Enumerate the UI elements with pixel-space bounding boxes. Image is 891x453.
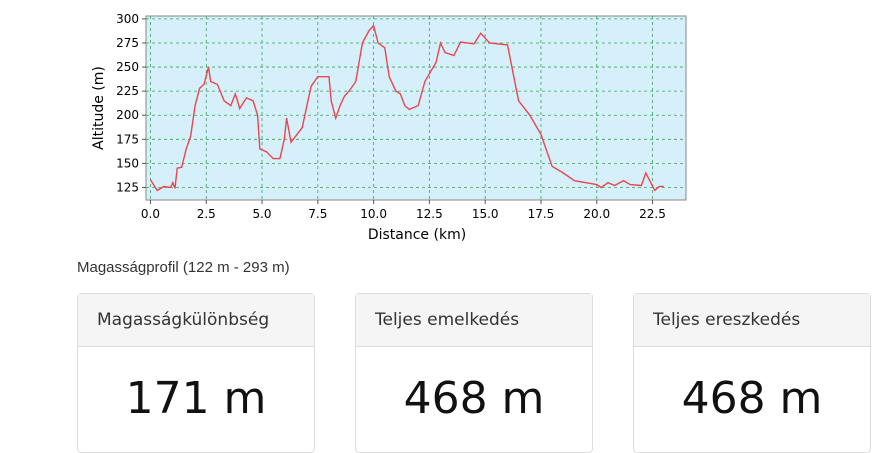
x-axis-label: Distance (km) [368,227,466,243]
x-tick-label: 0.0 [141,207,160,221]
x-tick-label: 20.0 [583,207,610,221]
card-value: 171 m [125,373,267,424]
card-title: Teljes ereszkedés [634,294,870,347]
card-title: Magasságkülönbség [78,294,314,347]
altitude-line [149,24,664,192]
plot-area [145,15,687,201]
y-tick-label: 250 [116,60,139,74]
y-tick-label: 275 [116,36,139,50]
y-tick-label: 200 [116,108,139,122]
x-tick-label: 2.5 [197,207,216,221]
y-axis-label: Altitude (m) [91,66,107,150]
y-tick-label: 150 [116,156,139,170]
x-tick-label: 5.0 [252,207,271,221]
chart: Distance (km) Altitude (m) 0.0 2.5 5.0 7.5 1… [91,12,687,243]
card: Magasságkülönbség 171 m [77,293,315,453]
card: Teljes emelkedés 468 m [355,293,593,453]
card-value: 468 m [403,373,545,424]
y-tick-label: 225 [116,84,139,98]
card-title: Teljes emelkedés [356,294,592,347]
card-value: 468 m [681,373,823,424]
y-tick-label: 300 [116,12,139,26]
y-tick-label: 175 [116,132,139,146]
x-tick-label: 17.5 [528,207,555,221]
card: Teljes ereszkedés 468 m [633,293,871,453]
profile-caption: Magasságprofil (122 m - 293 m) [77,259,290,276]
y-tick-label: 125 [116,180,139,194]
x-tick-label: 15.0 [472,207,499,221]
x-tick-label: 12.5 [416,207,443,221]
x-tick-label: 7.5 [308,207,327,221]
x-tick-label: 10.0 [360,207,387,221]
x-tick-label: 22.5 [639,207,666,221]
page: {"chart_data":{"type":"line","x_label":"… [77,11,871,453]
